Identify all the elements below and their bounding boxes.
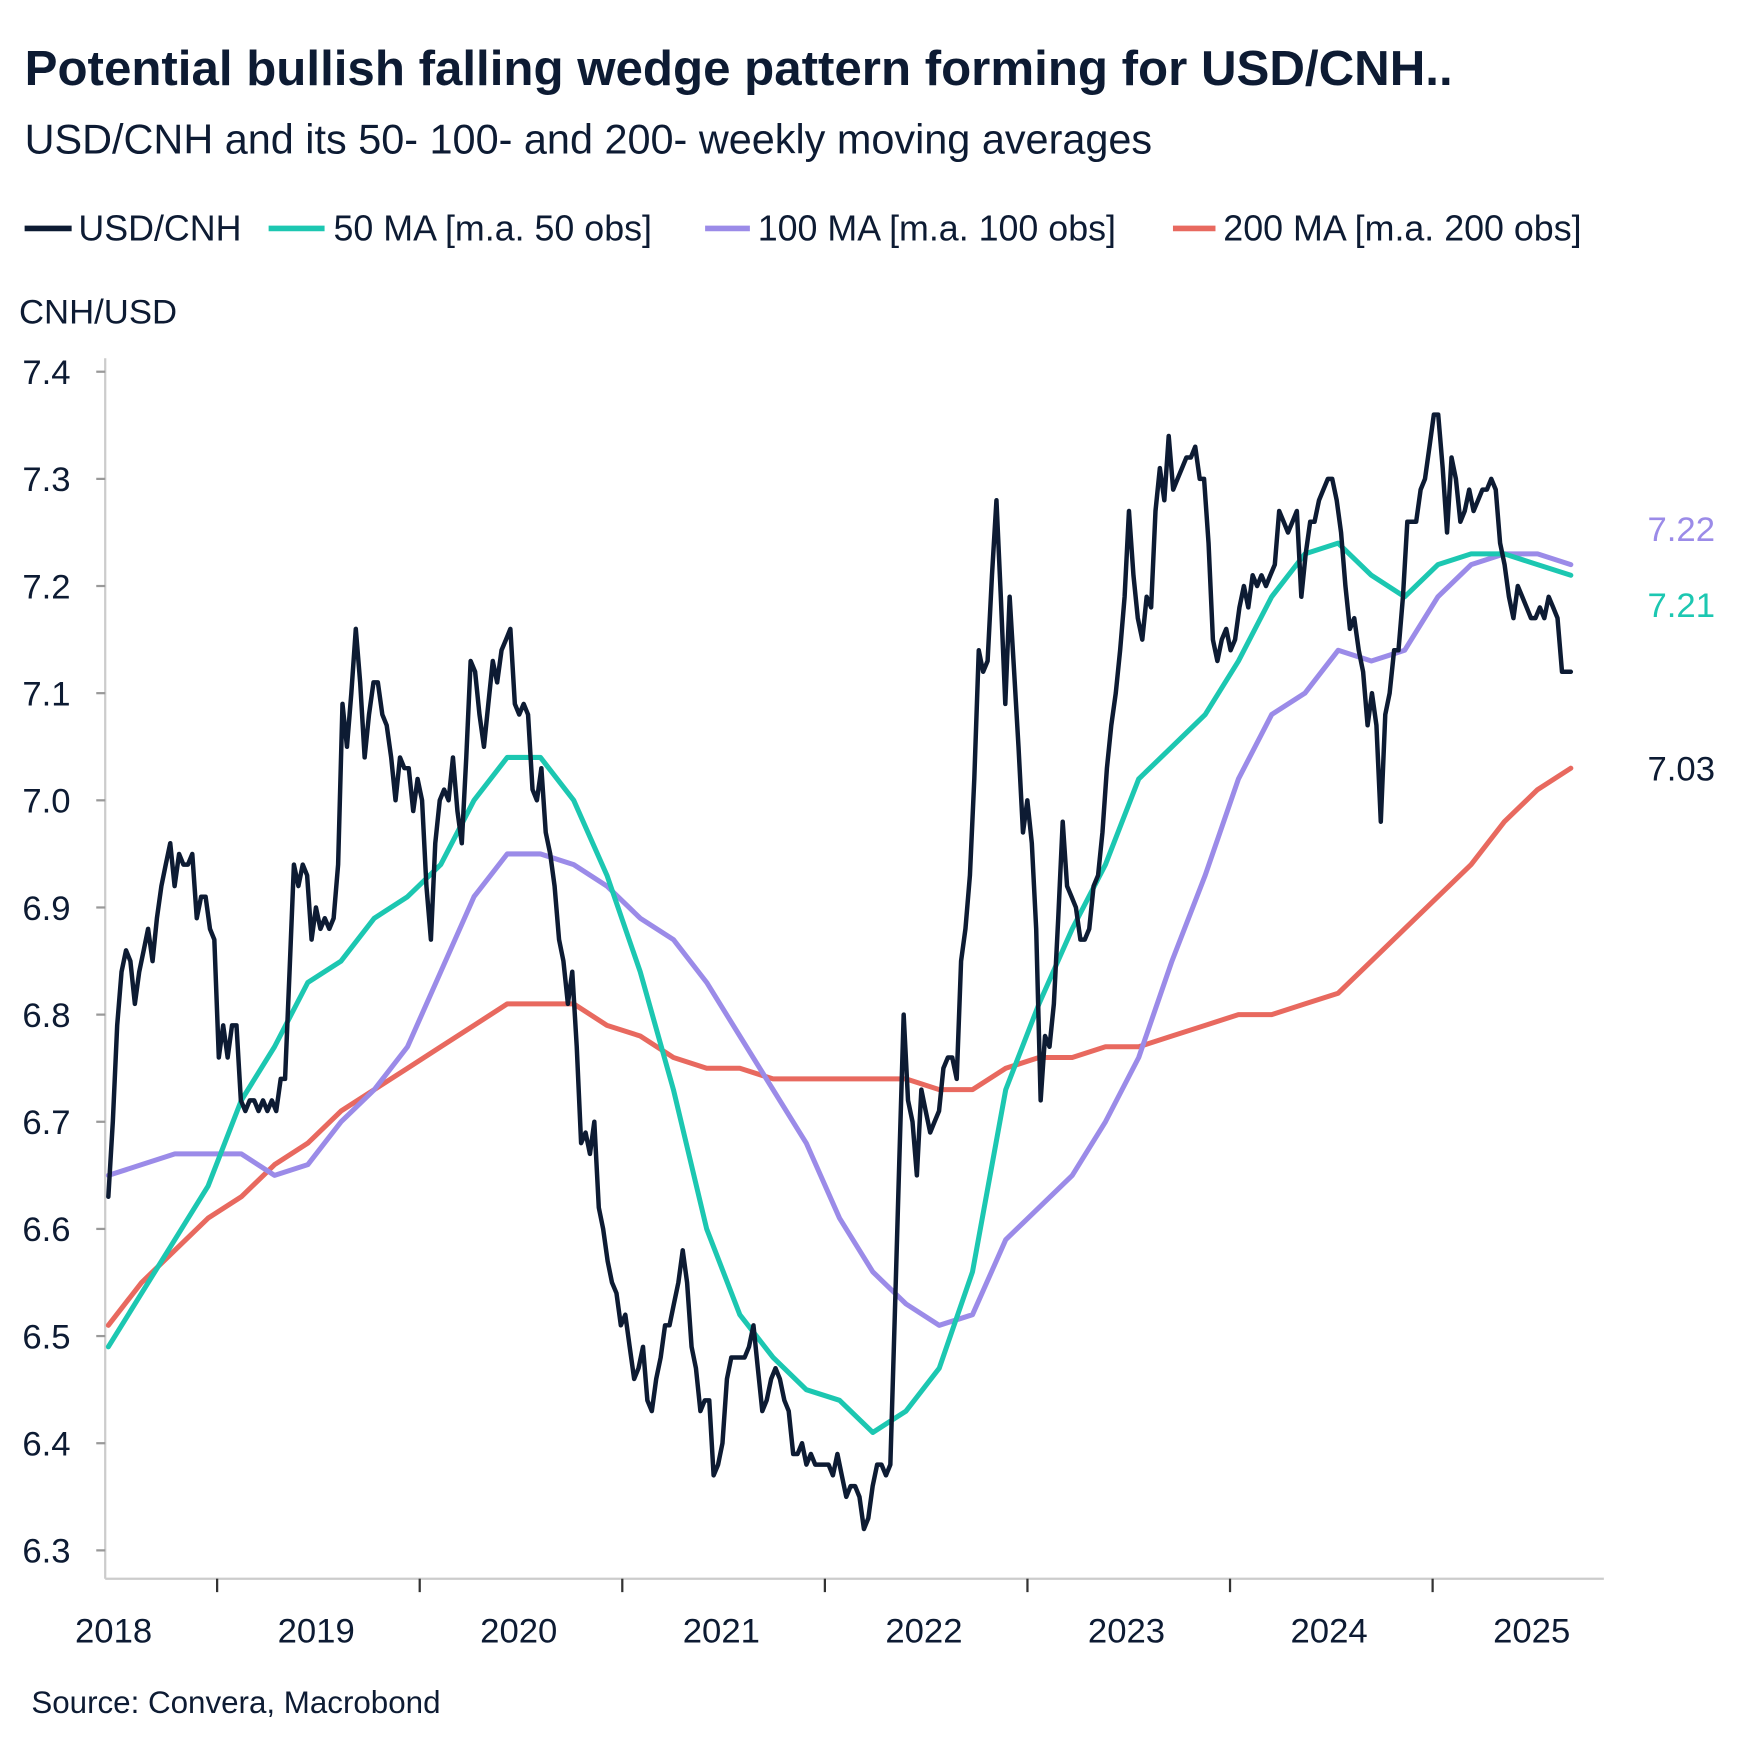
- x-tick-label: 2023: [1088, 1613, 1165, 1651]
- legend-label-usdcnh: USD/CNH: [78, 209, 241, 249]
- chart-subtitle: USD/CNH and its 50- 100- and 200- weekly…: [25, 116, 1153, 162]
- x-tick-label: 2020: [480, 1613, 557, 1651]
- y-tick-label: 6.6: [22, 1211, 70, 1249]
- ma100-line: [105, 551, 1574, 1328]
- end-label-usdcnh: 7.03: [1648, 750, 1716, 788]
- y-ticks: 6.3 6.4 6.5 6.6 6.7 6.8 6.9 7.0 7.1 7.2 7.3 7.4: [22, 354, 106, 1571]
- y-tick-label: 6.4: [22, 1426, 70, 1464]
- x-tick-label: 2018: [75, 1613, 152, 1651]
- legend-label-50ma: 50 MA [m.a. 50 obs]: [334, 209, 652, 249]
- end-label-50ma: 7.21: [1648, 587, 1716, 625]
- legend-label-100ma: 100 MA [m.a. 100 obs]: [758, 209, 1116, 249]
- y-axis-label: CNH/USD: [19, 294, 177, 332]
- x-tick-label: 2024: [1291, 1613, 1368, 1651]
- x-tick-label: 2019: [278, 1613, 355, 1651]
- source-note: Source: Convera, Macrobond: [31, 1685, 440, 1720]
- ma50-line: [105, 540, 1574, 1435]
- end-label-100ma: 7.22: [1648, 511, 1716, 549]
- y-tick-label: 6.7: [22, 1104, 70, 1142]
- x-tick-label: 2025: [1493, 1613, 1570, 1651]
- plot-lines: [105, 412, 1574, 1532]
- legend: USD/CNH 50 MA [m.a. 50 obs] 100 MA [m.a.…: [24, 209, 1582, 249]
- y-tick-label: 6.9: [22, 890, 70, 928]
- legend-label-200ma: 200 MA [m.a. 200 obs]: [1223, 209, 1581, 249]
- x-tick-label: 2022: [885, 1613, 962, 1651]
- ma200-line: [105, 765, 1574, 1328]
- y-tick-label: 7.2: [22, 568, 70, 606]
- x-ticks: 2018 2019 2020 2021 2022 2023 2024 2025: [75, 1578, 1570, 1651]
- usdcnh-line: [106, 412, 1574, 1532]
- x-tick-label: 2021: [683, 1613, 760, 1651]
- y-tick-label: 6.8: [22, 997, 70, 1035]
- y-tick-label: 7.3: [22, 461, 70, 499]
- chart-title: Potential bullish falling wedge pattern …: [25, 41, 1453, 96]
- y-tick-label: 6.3: [22, 1533, 70, 1571]
- y-tick-label: 7.0: [22, 783, 70, 821]
- y-tick-label: 7.1: [22, 675, 70, 713]
- y-tick-label: 6.5: [22, 1318, 70, 1356]
- y-tick-label: 7.4: [22, 354, 70, 392]
